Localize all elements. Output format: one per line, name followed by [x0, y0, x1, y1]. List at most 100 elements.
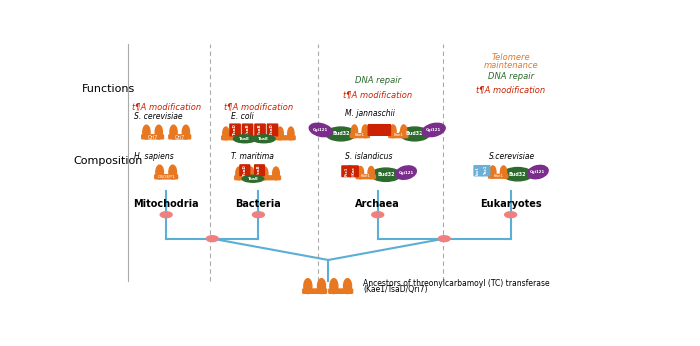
Ellipse shape — [304, 279, 312, 293]
FancyBboxPatch shape — [356, 175, 375, 179]
Text: Ancestors of threonylcarbamoyl (TC) transferase: Ancestors of threonylcarbamoyl (TC) tran… — [363, 279, 550, 288]
Text: Bud32: Bud32 — [509, 172, 526, 177]
Ellipse shape — [223, 127, 229, 140]
Text: Kae1: Kae1 — [393, 133, 403, 137]
Ellipse shape — [395, 166, 416, 179]
Ellipse shape — [371, 168, 401, 181]
Text: Qri7: Qri7 — [148, 134, 158, 139]
Text: E. coli: E. coli — [231, 112, 254, 121]
Text: Yae1: Yae1 — [484, 166, 488, 175]
Ellipse shape — [182, 125, 190, 139]
FancyBboxPatch shape — [260, 176, 281, 180]
Text: Composition: Composition — [74, 156, 143, 166]
Ellipse shape — [503, 167, 533, 181]
Text: H. sapiens: H. sapiens — [134, 152, 174, 161]
Text: Bud32: Bud32 — [332, 131, 349, 136]
Ellipse shape — [390, 125, 396, 138]
Text: /Kae: /Kae — [352, 167, 356, 176]
Ellipse shape — [277, 127, 284, 140]
Ellipse shape — [236, 167, 242, 180]
Text: S. islandicus: S. islandicus — [345, 152, 393, 161]
Text: Lto1: Lto1 — [476, 166, 480, 175]
FancyBboxPatch shape — [169, 135, 190, 139]
Text: Telomere: Telomere — [491, 53, 530, 62]
FancyBboxPatch shape — [382, 125, 391, 135]
Text: t¶A modification: t¶A modification — [476, 85, 545, 94]
Text: TsaE: TsaE — [258, 137, 270, 141]
Text: TsaB: TsaB — [258, 165, 262, 175]
Text: TsaD: TsaD — [233, 125, 237, 135]
Ellipse shape — [242, 175, 264, 182]
Text: T. maritima: T. maritima — [231, 152, 274, 161]
Ellipse shape — [169, 165, 176, 179]
FancyBboxPatch shape — [375, 125, 384, 135]
FancyBboxPatch shape — [240, 165, 250, 175]
Circle shape — [206, 236, 218, 242]
Ellipse shape — [527, 165, 548, 179]
Ellipse shape — [170, 125, 177, 139]
Ellipse shape — [490, 166, 496, 178]
Ellipse shape — [351, 125, 358, 138]
Text: Eukaryotes: Eukaryotes — [480, 199, 542, 209]
Circle shape — [505, 212, 517, 218]
Ellipse shape — [344, 279, 351, 293]
Text: M. jannaschii: M. jannaschii — [345, 109, 395, 118]
Text: S.cerevisiae: S.cerevisiae — [489, 152, 536, 161]
FancyBboxPatch shape — [255, 165, 265, 175]
FancyBboxPatch shape — [389, 134, 408, 138]
Text: DNA repair: DNA repair — [355, 76, 401, 85]
Text: maintenance: maintenance — [483, 61, 538, 70]
Text: Archaea: Archaea — [356, 199, 400, 209]
FancyBboxPatch shape — [141, 135, 164, 139]
Ellipse shape — [318, 279, 326, 293]
Text: Cgi121: Cgi121 — [398, 171, 414, 175]
Ellipse shape — [400, 125, 407, 138]
FancyBboxPatch shape — [482, 166, 490, 176]
Ellipse shape — [247, 167, 254, 180]
FancyBboxPatch shape — [230, 124, 240, 136]
FancyBboxPatch shape — [368, 125, 377, 135]
FancyBboxPatch shape — [350, 134, 370, 138]
Ellipse shape — [330, 279, 338, 293]
Text: DNA repair: DNA repair — [488, 72, 533, 81]
Ellipse shape — [288, 127, 294, 140]
Circle shape — [253, 212, 265, 218]
Text: Bud32: Bud32 — [377, 172, 395, 177]
Ellipse shape — [368, 166, 374, 179]
Text: Kae1: Kae1 — [355, 133, 365, 137]
Text: Qri7: Qri7 — [174, 134, 185, 139]
Circle shape — [372, 212, 384, 218]
FancyBboxPatch shape — [489, 174, 508, 178]
FancyBboxPatch shape — [276, 136, 295, 140]
Text: TsaE: TsaE — [248, 177, 258, 181]
FancyBboxPatch shape — [242, 124, 253, 136]
Text: Bud32: Bud32 — [406, 131, 424, 136]
Ellipse shape — [155, 125, 162, 139]
FancyBboxPatch shape — [349, 166, 358, 176]
Ellipse shape — [234, 127, 240, 140]
Ellipse shape — [500, 166, 507, 178]
FancyBboxPatch shape — [329, 289, 353, 293]
Text: OSGEP1: OSGEP1 — [158, 175, 175, 179]
FancyBboxPatch shape — [255, 124, 265, 136]
Text: (Kae1/TsaD/Qri7): (Kae1/TsaD/Qri7) — [363, 285, 428, 294]
Ellipse shape — [362, 125, 368, 138]
Ellipse shape — [273, 167, 279, 180]
Circle shape — [438, 236, 450, 242]
Text: TsaD: TsaD — [270, 125, 274, 135]
Ellipse shape — [309, 123, 332, 137]
Ellipse shape — [357, 166, 363, 179]
Text: TsaB: TsaB — [246, 125, 249, 135]
Text: Kae1: Kae1 — [494, 174, 503, 177]
Text: Cgi121: Cgi121 — [313, 128, 328, 132]
Text: Functions: Functions — [81, 84, 134, 94]
Ellipse shape — [400, 127, 430, 141]
Ellipse shape — [156, 165, 163, 179]
Ellipse shape — [143, 125, 150, 139]
Text: Cgi121: Cgi121 — [426, 128, 441, 132]
FancyBboxPatch shape — [222, 136, 241, 140]
FancyBboxPatch shape — [155, 175, 178, 179]
Text: Mitochodria: Mitochodria — [133, 199, 199, 209]
Text: TsaB: TsaB — [258, 125, 262, 135]
Text: t¶A modification: t¶A modification — [224, 102, 293, 111]
